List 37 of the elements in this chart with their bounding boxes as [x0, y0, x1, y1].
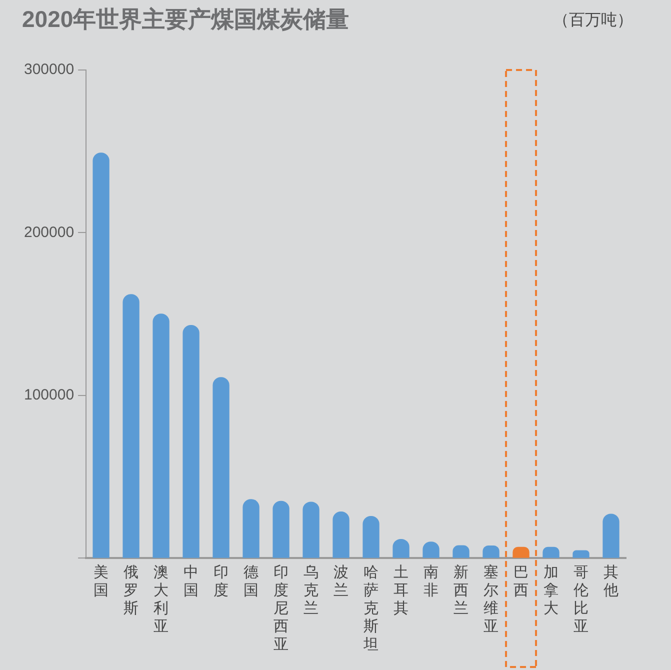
x-tick-label: 新西兰	[454, 564, 469, 618]
bar	[272, 500, 290, 558]
bar	[572, 550, 590, 558]
x-tick-label: 波兰	[334, 564, 349, 600]
x-tick-label: 巴西	[514, 564, 529, 600]
bar	[182, 325, 200, 558]
x-tick-label: 德国	[244, 564, 259, 600]
y-tick-label: 100000	[24, 386, 74, 404]
bar	[602, 514, 620, 558]
x-tick-label: 其他	[604, 564, 618, 600]
bar	[122, 294, 140, 558]
bar	[212, 377, 230, 558]
bar	[152, 314, 170, 558]
x-tick-label: 澳大利亚	[154, 564, 169, 636]
x-tick-label: 俄罗斯	[124, 564, 139, 618]
x-tick-label: 印度	[214, 564, 229, 600]
y-axis-title: （百万吨）	[553, 10, 633, 31]
bar	[512, 546, 530, 558]
x-tick-label: 中国	[184, 564, 199, 600]
bar	[302, 502, 320, 558]
bar	[542, 546, 560, 558]
bar	[92, 152, 110, 558]
bar	[362, 516, 380, 558]
chart-title: 2020年世界主要产煤国煤炭储量	[22, 5, 350, 34]
x-tick-label: 加拿大	[544, 564, 559, 618]
y-tick-label: 200000	[24, 224, 74, 241]
y-tick-label: 300000	[24, 61, 74, 78]
x-tick-label: 土耳其	[394, 564, 409, 618]
x-tick-label: 哥伦比亚	[574, 564, 589, 636]
bar	[242, 499, 260, 558]
x-tick-label: 印度尼西亚	[274, 564, 289, 654]
x-tick-label: 美国	[94, 564, 109, 600]
x-tick-label: 哈萨克斯坦	[362, 564, 379, 654]
x-tick-label: 塞尔维亚	[484, 564, 499, 636]
x-tick-label: 南非	[424, 564, 439, 600]
x-tick-label: 乌克兰	[304, 564, 319, 618]
bar	[332, 511, 350, 558]
